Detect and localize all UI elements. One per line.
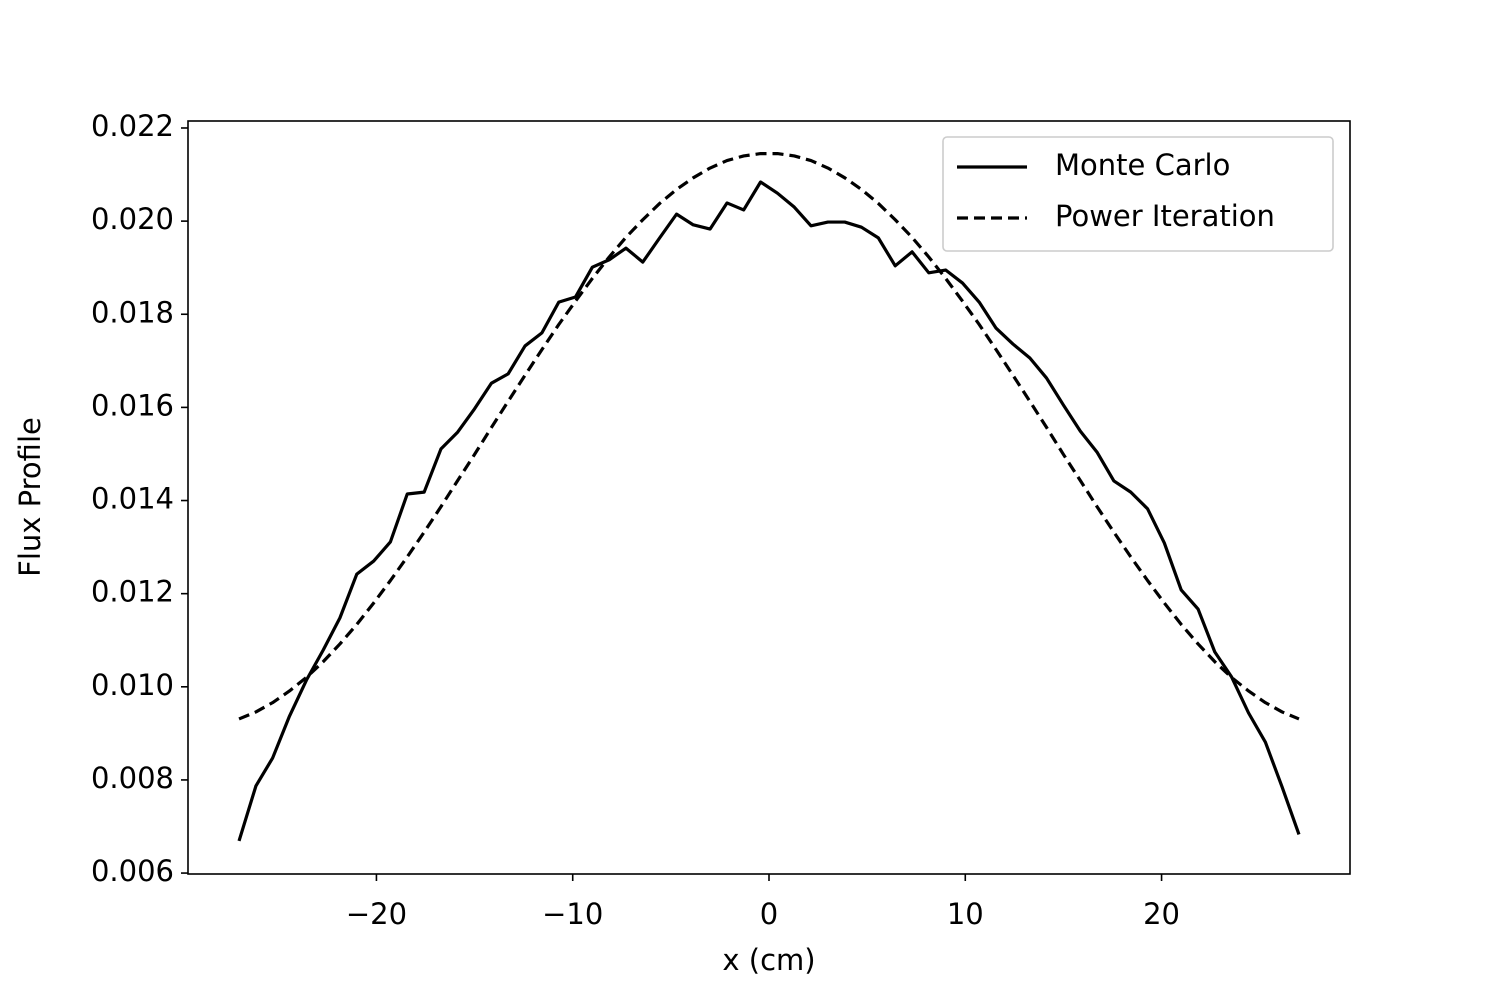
y-tick-label: 0.022	[91, 109, 174, 143]
y-tick-label: 0.010	[91, 668, 174, 702]
y-tick-label: 0.006	[91, 854, 174, 888]
x-axis-label: x (cm)	[722, 943, 815, 977]
y-tick-label: 0.008	[91, 761, 174, 795]
x-tick-label: −20	[346, 897, 407, 931]
legend-label: Monte Carlo	[1055, 148, 1230, 182]
y-tick-label: 0.012	[91, 575, 174, 609]
x-tick-label: 0	[760, 897, 778, 931]
legend-label: Power Iteration	[1055, 199, 1275, 233]
y-tick-label: 0.016	[91, 388, 174, 422]
y-tick-label: 0.020	[91, 202, 174, 236]
x-tick-label: −10	[542, 897, 603, 931]
line-series	[237, 180, 1301, 842]
y-tick-label: 0.018	[91, 295, 174, 329]
x-tick-label: 10	[947, 897, 984, 931]
legend-box	[942, 136, 1334, 252]
plot-frame	[187, 120, 1351, 875]
y-axis-label: Flux Profile	[13, 417, 47, 577]
y-tick-label: 0.014	[91, 482, 174, 516]
x-tick-label: 20	[1143, 897, 1180, 931]
